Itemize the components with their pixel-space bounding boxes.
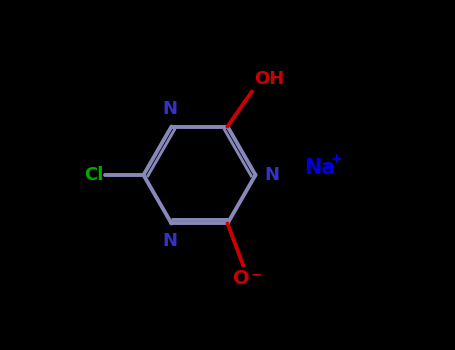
- Text: N: N: [162, 232, 177, 250]
- Text: N: N: [264, 166, 279, 184]
- Text: O: O: [233, 269, 250, 288]
- Text: N: N: [162, 100, 177, 118]
- Text: +: +: [331, 152, 342, 166]
- Text: Cl: Cl: [84, 166, 103, 184]
- Text: −: −: [251, 267, 263, 281]
- Text: Na: Na: [304, 158, 336, 178]
- Text: OH: OH: [254, 70, 284, 88]
